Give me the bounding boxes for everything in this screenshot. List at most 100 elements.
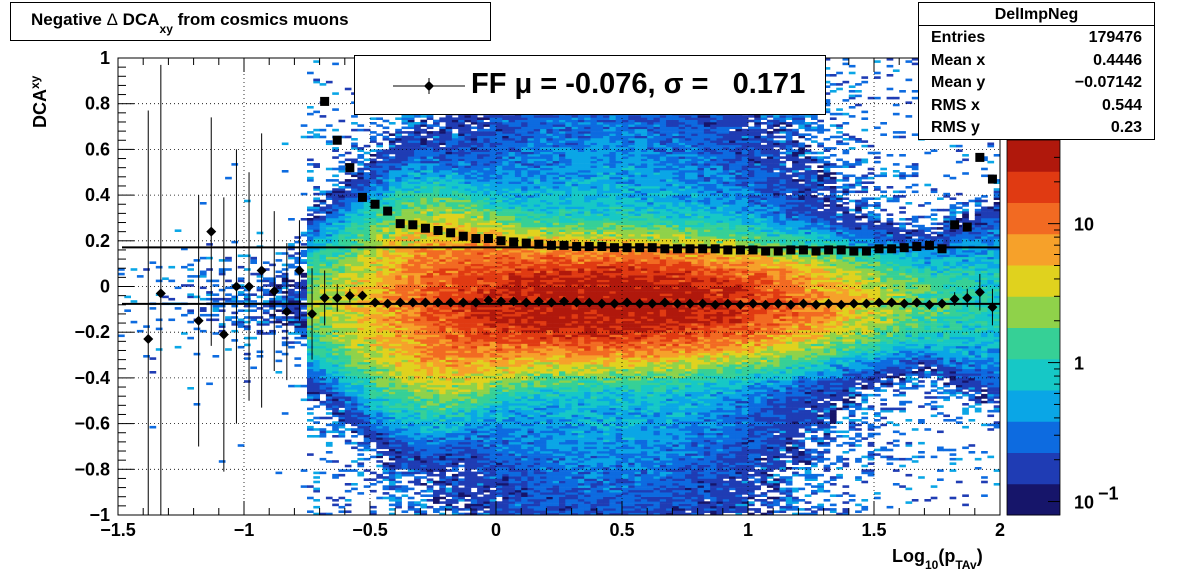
heatmap-cell	[407, 416, 415, 420]
heatmap-cell	[401, 119, 409, 123]
heatmap-cell	[470, 432, 478, 436]
heatmap-cell	[307, 316, 314, 319]
heatmap-cell	[395, 293, 402, 296]
heatmap-cell	[376, 304, 383, 308]
heatmap-cell	[407, 186, 415, 189]
heatmap-cell	[470, 213, 478, 216]
heatmap-cell	[407, 174, 415, 178]
heatmap-cell	[458, 117, 465, 120]
heatmap-cell	[332, 425, 339, 429]
heatmap-cell	[407, 313, 415, 317]
heatmap-cell	[464, 444, 472, 447]
heatmap-cell	[363, 247, 371, 251]
heatmap-cell	[370, 368, 377, 372]
heatmap-cell	[370, 329, 377, 333]
heatmap-cell	[313, 218, 320, 221]
heatmap-cell	[395, 348, 402, 351]
heatmap-cell	[407, 428, 415, 431]
heatmap-cell	[426, 188, 434, 191]
heatmap-cell	[407, 389, 415, 392]
heatmap-cell	[250, 366, 257, 370]
heatmap-cell	[395, 473, 402, 477]
heatmap-cell	[451, 423, 459, 427]
heatmap-cell	[357, 348, 365, 351]
heatmap-cell	[477, 160, 484, 164]
heatmap-cell	[483, 243, 491, 246]
heatmap-cell	[464, 485, 472, 488]
heatmap-cell	[483, 254, 491, 258]
heatmap-cell	[477, 350, 484, 354]
heatmap-cell	[426, 441, 434, 445]
heatmap-cell	[420, 190, 428, 194]
heatmap-cell	[445, 316, 453, 319]
heatmap-cell	[237, 265, 245, 269]
heatmap-cell	[401, 176, 409, 180]
heatmap-cell	[464, 174, 472, 178]
heatmap-cell	[237, 277, 245, 280]
heatmap-cell	[344, 215, 352, 219]
heatmap-cell	[426, 256, 434, 260]
heatmap-cell	[332, 227, 339, 230]
heatmap-cell	[401, 343, 409, 347]
heatmap-cell	[319, 202, 327, 205]
heatmap-cell	[206, 243, 213, 246]
heatmap-cell	[420, 391, 428, 395]
heatmap-cell	[351, 323, 358, 326]
heatmap-cell	[401, 281, 409, 285]
heatmap-cell	[451, 373, 459, 376]
heatmap-cell	[407, 249, 415, 253]
heatmap-cell	[407, 508, 415, 511]
heatmap-cell	[388, 291, 396, 294]
heatmap-cell	[470, 451, 478, 454]
heatmap-cell	[395, 332, 402, 335]
heatmap-cell	[370, 334, 377, 338]
heatmap-cell	[407, 320, 415, 324]
heatmap-cell	[445, 437, 453, 440]
heatmap-cell	[433, 222, 440, 226]
heatmap-cell	[275, 300, 283, 303]
heatmap-cell	[414, 202, 421, 205]
heatmap-cell	[376, 284, 383, 287]
heatmap-cell	[338, 327, 346, 331]
heatmap-cell	[477, 249, 484, 253]
heatmap-cell	[426, 505, 434, 509]
heatmap-cell	[319, 332, 327, 335]
heatmap-cell	[319, 259, 327, 262]
heatmap-cell	[344, 249, 352, 253]
heatmap-cell	[300, 124, 308, 127]
heatmap-cell	[395, 163, 402, 166]
heatmap-cell	[420, 403, 428, 406]
heatmap-cell	[420, 281, 428, 285]
heatmap-cell	[445, 375, 453, 379]
heatmap-cell	[470, 366, 478, 370]
heatmap-cell	[388, 218, 396, 221]
heatmap-cell	[382, 485, 390, 488]
heatmap-cell	[470, 457, 478, 461]
heatmap-cell	[439, 332, 446, 335]
heatmap-cell	[401, 163, 409, 166]
heatmap-cell	[338, 181, 346, 184]
heatmap-cell	[300, 284, 308, 287]
heatmap-cell	[483, 473, 491, 477]
heatmap-cell	[332, 256, 339, 260]
heatmap-cell	[338, 243, 346, 246]
heatmap-cell	[451, 448, 459, 452]
heatmap-cell	[401, 457, 409, 461]
heatmap-cell	[370, 165, 377, 168]
heatmap-cell	[433, 261, 440, 264]
heatmap-cell	[370, 233, 377, 237]
heatmap-cell	[376, 297, 383, 301]
heatmap-cell	[395, 339, 402, 342]
heatmap-cell	[426, 341, 434, 344]
heatmap-cell	[451, 457, 459, 461]
heatmap-cell	[363, 332, 371, 335]
heatmap-cell	[357, 441, 365, 445]
heatmap-cell	[376, 275, 383, 278]
heatmap-cell	[363, 421, 371, 424]
heatmap-cell	[388, 453, 396, 456]
heatmap-cell	[370, 167, 377, 171]
heatmap-cell	[426, 409, 434, 413]
heatmap-cell	[439, 293, 446, 296]
heatmap-cell	[407, 473, 415, 477]
heatmap-cell	[439, 480, 446, 484]
